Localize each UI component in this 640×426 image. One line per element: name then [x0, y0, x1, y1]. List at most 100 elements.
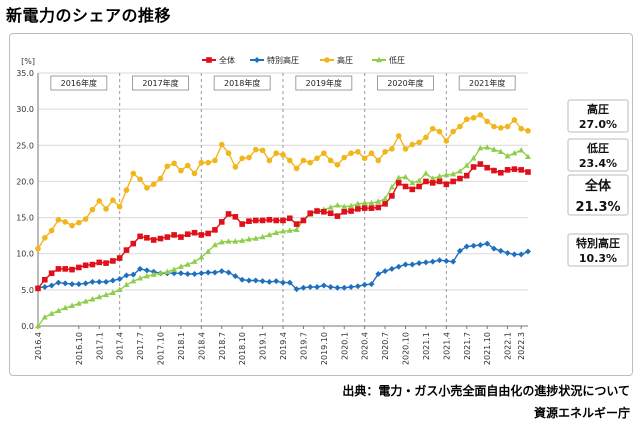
data-point — [178, 234, 184, 240]
year-label: 2019年度 — [306, 78, 342, 88]
data-point — [484, 118, 490, 125]
data-point — [164, 234, 171, 240]
data-point — [348, 208, 354, 214]
x-tick-label: 2017.4 — [116, 332, 125, 360]
legend-label: 高圧 — [337, 55, 353, 65]
data-point — [511, 251, 518, 258]
data-point — [89, 278, 96, 285]
x-tick-label: 2019.1 — [259, 332, 268, 360]
data-point — [457, 175, 463, 182]
x-tick-label: 2021.10 — [483, 332, 492, 365]
data-point — [259, 217, 266, 224]
year-box — [213, 75, 271, 91]
data-point — [212, 157, 218, 164]
data-point — [525, 153, 531, 160]
data-point — [497, 148, 504, 154]
data-point — [191, 170, 198, 177]
data-point — [143, 272, 150, 279]
data-point — [55, 279, 62, 286]
data-point — [157, 235, 164, 242]
data-point — [116, 286, 123, 293]
year-box — [295, 75, 353, 91]
data-point — [164, 163, 171, 170]
data-point — [470, 164, 477, 170]
data-point — [211, 269, 218, 276]
data-point — [211, 241, 218, 248]
data-point — [341, 154, 348, 161]
data-point — [177, 270, 184, 277]
data-point — [137, 176, 143, 183]
data-point — [484, 144, 491, 150]
data-point — [62, 219, 69, 225]
data-point — [307, 283, 314, 290]
data-point — [463, 162, 470, 168]
data-point — [62, 304, 69, 311]
data-point — [504, 167, 511, 173]
data-point — [35, 322, 41, 329]
data-point — [266, 231, 273, 238]
data-point — [273, 217, 279, 224]
callout-box — [567, 99, 629, 133]
data-point — [382, 195, 389, 201]
x-tick-label: 2020.10 — [402, 332, 411, 365]
data-point — [62, 280, 69, 287]
data-point — [212, 227, 218, 233]
data-point — [103, 291, 110, 298]
data-point — [198, 270, 205, 277]
data-point — [280, 279, 286, 286]
data-point — [450, 171, 457, 177]
data-point — [150, 271, 157, 277]
data-point — [273, 150, 279, 157]
data-point — [497, 169, 504, 176]
data-point — [48, 310, 55, 316]
callout-value: 10.3% — [579, 252, 617, 265]
data-point — [354, 200, 361, 207]
data-point — [89, 206, 96, 213]
data-point — [48, 282, 55, 289]
data-point — [314, 283, 321, 290]
data-point — [518, 251, 525, 258]
data-point — [497, 247, 504, 254]
year-box — [132, 75, 189, 91]
data-point — [82, 280, 89, 287]
data-point — [525, 128, 531, 134]
data-point — [293, 165, 300, 172]
data-point — [184, 270, 191, 277]
data-point — [191, 258, 198, 264]
data-point — [198, 232, 205, 238]
data-point — [76, 219, 82, 226]
data-point — [348, 202, 355, 209]
data-point — [266, 278, 273, 285]
data-point — [157, 175, 164, 182]
data-point — [42, 235, 48, 241]
data-point — [273, 278, 280, 285]
data-point — [48, 227, 55, 234]
data-point — [518, 125, 524, 132]
data-point — [490, 245, 497, 252]
y-tick-label: 30.0 — [16, 105, 34, 114]
data-point — [109, 277, 116, 284]
data-point — [35, 285, 41, 292]
chart-frame — [9, 33, 633, 376]
data-point — [470, 115, 477, 121]
data-point — [123, 281, 130, 287]
data-point — [348, 283, 355, 290]
data-point — [225, 150, 232, 157]
legend-marker — [324, 57, 330, 63]
data-point — [245, 277, 252, 284]
data-point — [389, 146, 395, 152]
callout-box — [567, 233, 629, 267]
data-point — [443, 257, 450, 264]
data-point — [123, 247, 130, 253]
data-point — [171, 266, 178, 272]
data-point — [225, 269, 232, 276]
data-point — [443, 171, 450, 178]
data-point — [232, 214, 239, 220]
year-label: 2017年度 — [142, 78, 178, 88]
data-point — [286, 227, 293, 233]
data-point — [477, 242, 484, 249]
data-point — [382, 201, 388, 207]
x-tick-label: 2018.4 — [197, 332, 206, 360]
data-point — [239, 155, 245, 162]
data-point — [42, 276, 48, 283]
